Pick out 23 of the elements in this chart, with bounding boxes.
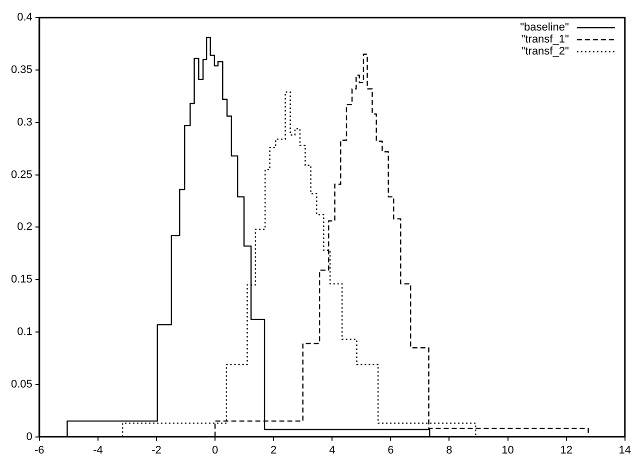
- x-tick-label: -6: [34, 444, 44, 456]
- x-tick-label: 12: [560, 444, 572, 456]
- x-tick-label: 6: [388, 444, 394, 456]
- x-tick-label: 0: [212, 444, 218, 456]
- y-tick-label: 0.3: [17, 116, 32, 128]
- x-tick-label: 14: [618, 444, 632, 456]
- x-tick-label: 10: [502, 444, 514, 456]
- x-tick-label: 2: [270, 444, 277, 456]
- x-tick-label: -4: [93, 444, 103, 456]
- y-tick-label: 0: [26, 430, 32, 443]
- legend-label: "transf_1": [521, 34, 569, 46]
- legend-label: "transf_2": [521, 46, 569, 58]
- y-tick-label: 0.1: [17, 326, 32, 338]
- x-tick-label: 8: [446, 444, 452, 456]
- y-tick-label: 0.15: [10, 274, 32, 286]
- y-tick-label: 0.4: [17, 12, 32, 24]
- y-tick-label: 0.05: [10, 378, 32, 390]
- x-tick-label: 4: [329, 444, 336, 456]
- x-tick-label: -2: [152, 444, 162, 456]
- y-tick-label: 0.2: [17, 221, 32, 234]
- legend-label: "baseline": [520, 22, 569, 34]
- y-tick-label: 0.35: [10, 64, 32, 76]
- y-tick-label: 0.25: [10, 168, 32, 181]
